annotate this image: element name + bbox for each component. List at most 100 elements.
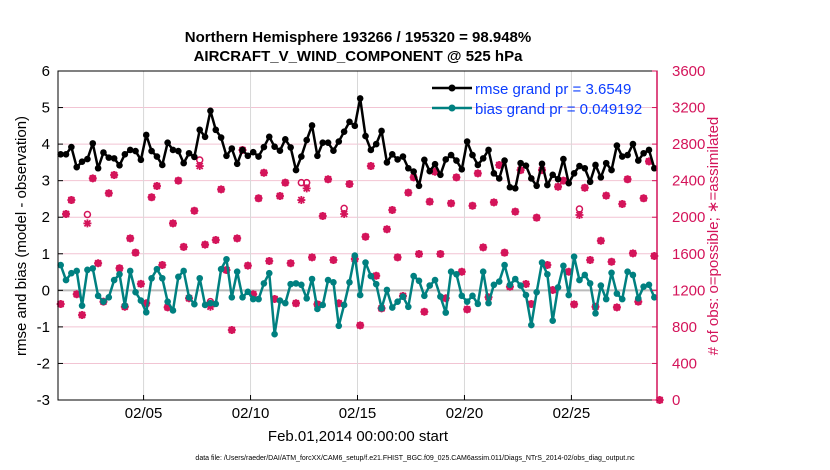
- y-tick-label: -1: [37, 319, 50, 336]
- bias-point: [351, 252, 359, 259]
- obs-assimilated-marker: [217, 185, 226, 194]
- obs-assimilated-marker: [420, 307, 429, 316]
- obs-assimilated-marker: [623, 175, 632, 184]
- y-right-tick-label: 3200: [672, 100, 705, 117]
- axis-ticks: -3 -2 -1 0 1 2 3 4 5 6 0 400 800 1200 1600 2000 2400 2800…: [37, 63, 706, 422]
- bias-point: [57, 261, 64, 269]
- bias-point: [73, 267, 81, 275]
- bias-point: [431, 276, 439, 284]
- obs-assimilated-marker: [270, 295, 279, 304]
- bias-point: [576, 276, 583, 284]
- obs-assimilated-marker: [168, 219, 177, 228]
- y-tick-label: -2: [37, 355, 50, 372]
- rmse-point: [126, 146, 134, 154]
- bias-point: [629, 271, 637, 279]
- bias-point: [511, 275, 519, 283]
- rmse-point: [164, 139, 171, 146]
- rmse-point: [362, 132, 369, 140]
- bias-point: [223, 255, 230, 263]
- bias-point: [356, 291, 364, 299]
- rmse-point: [228, 145, 236, 152]
- rmse-point: [597, 174, 605, 181]
- rmse-point: [335, 138, 343, 145]
- rmse-point: [276, 147, 284, 154]
- bias-point: [346, 278, 353, 286]
- rmse-point: [447, 151, 455, 159]
- bias-point: [330, 278, 337, 286]
- bias-point: [239, 293, 246, 301]
- y-right-tick-label: 2000: [672, 209, 705, 226]
- y-right-tick-label: 1600: [672, 246, 705, 263]
- bias-point: [185, 293, 193, 301]
- rmse-point: [528, 175, 535, 182]
- legend-rmse-label: rmse grand pr = 3.6549: [475, 81, 631, 98]
- bias-point: [148, 274, 155, 282]
- rmse-point: [233, 160, 241, 168]
- rmse-point: [223, 152, 230, 160]
- rmse-point: [158, 161, 166, 169]
- rmse-point: [458, 166, 466, 173]
- obs-assimilated-marker: [473, 169, 482, 178]
- obs-assimilated-marker: [447, 199, 456, 208]
- bias-point: [78, 302, 86, 309]
- y-right-tick-label: 2800: [672, 136, 705, 153]
- obs-assimilated-marker: [190, 206, 199, 215]
- bias-point: [437, 293, 444, 300]
- rmse-point: [239, 146, 246, 154]
- obs-assimilated-marker: [329, 255, 338, 264]
- obs-assimilated-marker: [602, 191, 611, 200]
- bias-point: [281, 299, 289, 307]
- rmse-point: [142, 131, 150, 139]
- rmse-point: [319, 139, 327, 146]
- rmse-point: [330, 147, 337, 154]
- rmse-point: [576, 162, 583, 170]
- rmse-point: [110, 155, 118, 162]
- bias-point: [490, 281, 498, 289]
- obs-assimilated-marker: [554, 182, 563, 191]
- bias-point: [538, 259, 546, 266]
- obs-assimilated-marker: [639, 194, 648, 203]
- bias-point: [212, 300, 220, 308]
- bias-point: [506, 281, 514, 289]
- bias-point: [372, 280, 380, 288]
- series-lines: [57, 95, 658, 338]
- obs-assimilated-marker: [409, 173, 418, 182]
- bias-point: [613, 290, 621, 297]
- bias-point: [442, 309, 450, 316]
- bias-point: [549, 317, 557, 324]
- rmse-point: [549, 171, 557, 179]
- rmse-point: [437, 171, 444, 179]
- rmse-point: [78, 158, 86, 165]
- rmse-point: [116, 162, 123, 169]
- bias-point: [426, 282, 434, 289]
- rmse-point: [303, 136, 310, 144]
- obs-assimilated-marker: [233, 234, 242, 243]
- bias-point: [651, 293, 658, 301]
- bias-line: [59, 254, 656, 336]
- chart-title-line-2: AIRCRAFT_V_WIND_COMPONENT @ 525 hPa: [194, 48, 524, 65]
- bias-point: [276, 297, 284, 304]
- bias-point: [597, 282, 605, 289]
- obs-assimilated-marker: [618, 199, 627, 208]
- rmse-point: [511, 185, 519, 192]
- bias-point: [362, 259, 369, 266]
- rmse-point: [281, 136, 289, 143]
- rmse-point: [89, 140, 97, 147]
- obs-possible-marker: [83, 210, 92, 219]
- obs-assimilated-marker: [511, 207, 520, 216]
- rmse-point: [495, 175, 503, 182]
- x-tick-label: 02/20: [446, 405, 484, 422]
- bias-point: [228, 293, 236, 301]
- chart-title-line-1: Northern Hemisphere 193266 / 195320 = 98…: [185, 29, 531, 46]
- bias-point: [399, 293, 407, 300]
- rmse-point: [132, 147, 139, 155]
- rmse-point: [624, 151, 631, 159]
- rmse-point: [485, 146, 492, 154]
- rmse-point: [501, 157, 508, 164]
- bias-point: [126, 267, 134, 275]
- obs-assimilated-marker: [318, 212, 327, 221]
- rmse-point: [153, 153, 161, 160]
- obs-assimilated-marker: [206, 302, 215, 311]
- bias-point: [565, 291, 573, 299]
